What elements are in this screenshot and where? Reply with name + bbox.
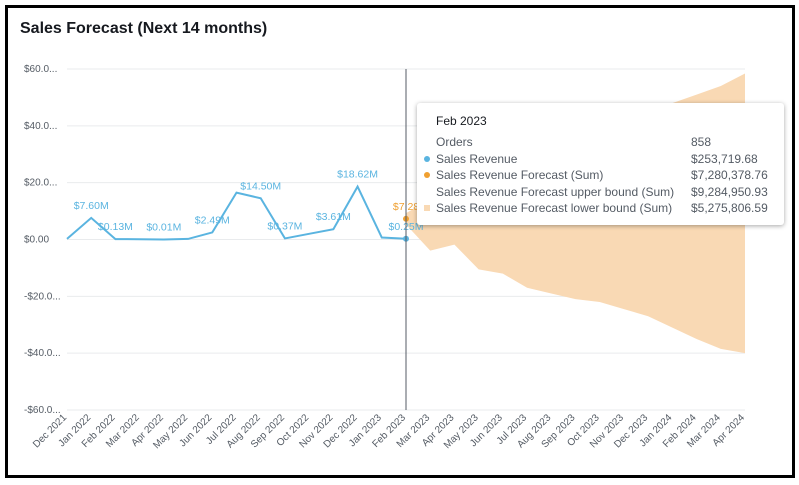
tooltip-label: Sales Revenue bbox=[436, 151, 518, 166]
y-tick-label: $0.00 bbox=[24, 235, 49, 246]
data-label: $0.01M bbox=[146, 221, 181, 233]
tooltip-value: $9,284,950.93 bbox=[691, 184, 768, 199]
tooltip-row: Sales Revenue Forecast upper bound (Sum)… bbox=[417, 185, 784, 201]
tooltip-marker bbox=[424, 172, 430, 178]
tooltip-value: 858 bbox=[691, 135, 712, 149]
data-label: $2.49M bbox=[195, 214, 230, 226]
y-tick-label: -$40.0... bbox=[24, 348, 61, 359]
y-tick-label: $20.0... bbox=[24, 178, 57, 189]
tooltip-row: Orders 858 bbox=[417, 135, 784, 151]
tooltip-value: $5,275,806.59 bbox=[691, 201, 768, 215]
tooltip: Feb 2023 Orders 858 Sales Revenue $253,719.… bbox=[417, 103, 784, 225]
data-label: $18.62M bbox=[337, 169, 378, 181]
tooltip-label: Sales Revenue Forecast upper bound (Sum) bbox=[436, 184, 675, 199]
data-label: $0.13M bbox=[98, 221, 133, 233]
tooltip-row: Sales Revenue Forecast (Sum) $7,280,378.7… bbox=[417, 168, 784, 184]
tooltip-label: Sales Revenue Forecast lower bound (Sum) bbox=[436, 201, 673, 215]
tooltip-marker bbox=[424, 155, 430, 162]
data-label: $7.60M bbox=[74, 200, 109, 212]
tooltip-row: Sales Revenue $253,719.68 bbox=[417, 152, 784, 168]
tooltip-marker bbox=[424, 205, 430, 211]
tooltip-value: $7,280,378.76 bbox=[691, 168, 768, 182]
tooltip-title: Feb 2023 bbox=[436, 114, 487, 128]
tooltip-label: Orders bbox=[436, 135, 473, 149]
y-tick-label: $40.0... bbox=[24, 121, 57, 132]
data-label: $3.61M bbox=[316, 211, 351, 223]
y-tick-label: $60.0... bbox=[24, 64, 57, 75]
tooltip-row: Sales Revenue Forecast lower bound (Sum)… bbox=[417, 201, 784, 217]
data-label: $14.50M bbox=[240, 180, 281, 192]
y-tick-label: -$20.0... bbox=[24, 291, 61, 302]
series-line bbox=[66, 184, 407, 241]
tooltip-label: Sales Revenue Forecast (Sum) bbox=[436, 168, 604, 182]
data-label: $0.37M bbox=[267, 220, 302, 232]
tooltip-value: $253,719.68 bbox=[691, 151, 758, 166]
y-tick-label: -$60.0... bbox=[24, 405, 61, 416]
chart-title: Sales Forecast (Next 14 months) bbox=[20, 20, 267, 37]
